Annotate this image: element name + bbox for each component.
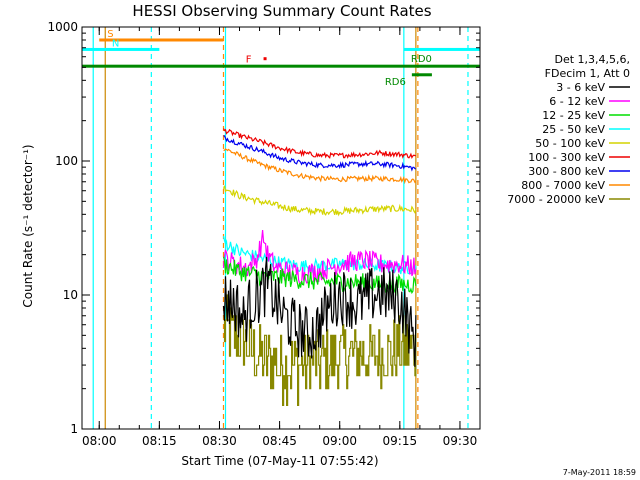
y-tick-label: 1000 <box>47 20 78 34</box>
y-tick-label: 1 <box>70 422 78 436</box>
flag-bar-s <box>99 38 224 42</box>
legend-label: 7000 - 20000 keV <box>507 193 605 206</box>
x-tick-label: 08:45 <box>262 434 297 448</box>
flag-label-rd6: RD6 <box>385 77 406 88</box>
axes-layer: 08:00 08:15 08:30 08:45 09:00 09:15 09:30 1 10 10… <box>47 20 481 448</box>
x-tick-label: 08:00 <box>82 434 117 448</box>
legend-label: 100 - 300 keV <box>528 151 605 164</box>
flag-bar-n <box>403 47 480 51</box>
x-tick-label: 09:30 <box>443 434 478 448</box>
markers-layer <box>92 27 469 429</box>
legend-label: 3 - 6 keV <box>556 81 605 94</box>
flags-layer: SN F RD0 RD6 <box>82 29 480 88</box>
legend-label: 800 - 7000 keV <box>521 179 605 192</box>
series-line-50-100-kev <box>222 185 417 217</box>
series-line-7000-20000-kev <box>223 294 417 406</box>
legend-label: 25 - 50 keV <box>542 123 605 136</box>
series-line-800-7000-kev <box>223 148 417 185</box>
series-line-3-6-kev <box>222 256 417 367</box>
x-tick-label: 08:15 <box>142 434 177 448</box>
flag-bar-rd6 <box>411 73 432 77</box>
legend: Det 1,3,4,5,6, FDecim 1, Att 0 3 - 6 keV… <box>507 53 630 206</box>
legend-label: 50 - 100 keV <box>535 137 605 150</box>
legend-label: 12 - 25 keV <box>542 109 605 122</box>
flag-label-n: N <box>112 38 119 49</box>
y-axis-label: Count Rate (s⁻¹ detector⁻¹) <box>21 144 35 307</box>
x-tick-label: 09:00 <box>322 434 357 448</box>
legend-label: 300 - 800 keV <box>528 165 605 178</box>
legend-header-fdecim: FDecim 1, Att 0 <box>545 67 630 80</box>
legend-header-detectors: Det 1,3,4,5,6, <box>554 53 630 66</box>
flag-label-rd0: RD0 <box>411 54 432 65</box>
legend-label: 6 - 12 keV <box>549 95 605 108</box>
flag-label-f: F <box>246 55 252 66</box>
y-tick-label: 10 <box>63 288 78 302</box>
x-axis-label: Start Time (07-May-11 07:55:42) <box>181 454 378 468</box>
series-line-300-800-kev <box>223 135 417 172</box>
x-tick-label: 08:30 <box>202 434 237 448</box>
timestamp-stamp: 7-May-2011 18:59 <box>563 468 636 477</box>
y-tick-label: 100 <box>55 154 78 168</box>
series-line-100-300-kev <box>222 128 417 159</box>
flag-bar-f <box>263 57 267 61</box>
x-tick-label: 09:15 <box>383 434 418 448</box>
flag-bar-n <box>82 47 160 51</box>
series-layer <box>222 128 417 406</box>
flag-bar-rd0 <box>82 64 480 68</box>
chart-title: HESSI Observing Summary Count Rates <box>132 2 431 20</box>
plot-frame <box>81 26 481 430</box>
flag-label-s: S <box>107 29 113 40</box>
